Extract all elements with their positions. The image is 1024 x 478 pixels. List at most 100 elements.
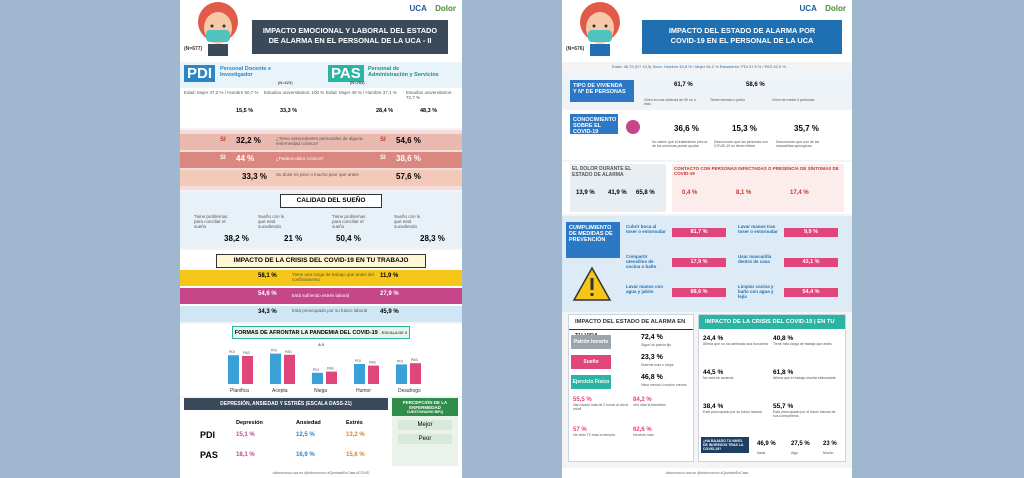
poster-title: IMPACTO DEL ESTADO DE ALARMA POR COVID-19… (642, 20, 842, 54)
poster-header: UCA Dolor IMPACTO DEL ESTADO DE ALARMA P… (562, 0, 852, 62)
health-row: SI 44 % ¿Padece dolor crónico? SI 38,6 % (180, 152, 462, 168)
pdi-age: Edad: Mujer 47,2 % / Hombre 50,7 % (184, 90, 259, 95)
prevention-text: Lavar manos tras toser o estornudar (738, 224, 778, 234)
work-section: IMPACTO DE LA CRISIS DEL COVID-19 | EN T… (698, 314, 846, 462)
pdi-housing-1: 15,5 % (236, 108, 254, 114)
coping-section: FORMAS DE AFRONTAR LA PANDEMIA DEL COVID… (180, 324, 462, 396)
coping-bar-pdi (270, 353, 281, 384)
sleep-pas-a: 50,4 % (336, 234, 361, 243)
work-row: 58,1 % Tiene una carga de trabajo que an… (180, 270, 462, 286)
work-item: 38,4 % Está preocupado por su futuro lab… (703, 403, 769, 433)
life-value: 23,3 % (641, 354, 663, 361)
health-section: SI 32,2 % ¿Tiene antecedentes personales… (180, 130, 462, 190)
life-label: Sueño (571, 355, 611, 369)
pas-n: (N=254) (350, 80, 365, 85)
life-extra: 57 % Ha visto TV más a menudo (573, 427, 629, 455)
work-item: 24,4 % Afirma que no ha cambiado sus fun… (703, 335, 769, 365)
pdi-studies: Estudios universitarios: 100 % (264, 90, 325, 95)
work-item-value: 38,4 % (703, 403, 724, 410)
coping-series-label: PDI (355, 359, 361, 363)
coping-series-label: PAS (243, 351, 250, 355)
life-extra: 62,6 % Ha leído más (633, 427, 689, 455)
work-item-text: Afirma que el trabajo resulta estimulant… (773, 376, 836, 380)
prevention-item: Limpiar cocina y baño con agua y lejía 5… (738, 282, 842, 308)
bipq-better: Mejor (398, 420, 452, 430)
pas-housing-2: 48,3 % (420, 108, 438, 114)
coping-category-label: Planifica (230, 388, 249, 394)
coping-category-label: Desahogo (398, 388, 421, 394)
dass-row-pdi: PDI (200, 430, 216, 440)
bipq-panel: PERCEPCIÓN DE LA ENFERMEDAD CUESTIONARIO … (392, 398, 458, 466)
life-extra-value: 84,2 % (633, 397, 652, 403)
life-extra-value: 57 % (573, 427, 587, 433)
health-row: SI 32,2 % ¿Tiene antecedentes personales… (180, 134, 462, 150)
work-row: 54,6 % Está sufriendo estrés laboral 27,… (180, 288, 462, 304)
pdi-code: PDI (184, 65, 216, 82)
coping-category-label: Humor (356, 388, 371, 394)
logos: UCA Dolor (410, 4, 456, 13)
prevention-item: Compartir utensilios de cocina o baño 17… (626, 252, 730, 278)
life-extra: 84,2 % Ven más la televisión (633, 397, 689, 425)
knowledge-section: CONOCIMIENTO SOBRE EL COVID-19 36,6 % 15… (562, 110, 852, 160)
work-item: 61,8 % Afirma que el trabajo resulta est… (773, 369, 839, 399)
coping-category-label: Acepta (272, 388, 288, 394)
work-item-value: 24,4 % (703, 335, 724, 342)
work-impact-title: IMPACTO DE LA CRISIS DEL COVID-19 EN TU … (216, 254, 426, 268)
prevention-value: 9,9 % (784, 228, 838, 237)
sleep-pdi-a: 38,2 % (224, 234, 249, 243)
life-label: Ejercicio Físico (571, 375, 611, 389)
life-section: IMPACTO DEL ESTADO DE ALARMA EN TU VIDA … (568, 314, 694, 462)
life-text: Hace menos o mucho menos (641, 383, 687, 387)
sleep-label-a: Tiene problemas para conciliar el sueño (194, 214, 228, 229)
prevention-item: Lavar manos con agua y jabón 88,6 % (626, 282, 730, 308)
coping-title: FORMAS DE AFRONTAR LA PANDEMIA DEL COVID… (232, 326, 410, 347)
dass-title: DEPRESIÓN, ANSIEDAD Y ESTRÉS (ESCALA DAS… (184, 398, 388, 410)
footer: dolorcronico.uca.es @dolorcronico #Queda… (562, 468, 852, 478)
logos: UCA Dolor (799, 4, 846, 13)
work-item-text: Afirma que no ha cambiado sus funciones (703, 342, 769, 346)
sleep-section: CALIDAD DEL SUEÑO Tiene problemas para c… (180, 192, 462, 248)
prevention-value: 54,4 % (784, 288, 838, 297)
life-extra-text: Han usado más de 2 horas al día el móvil (573, 403, 629, 411)
coping-bar-pas (368, 365, 379, 384)
life-row: Sueño 23,3 % Duerme más o mejor (571, 353, 689, 371)
life-title: IMPACTO DEL ESTADO DE ALARMA EN TU VIDA (569, 315, 693, 339)
work-item-text: Está preocupado por su futuro laboral (703, 410, 762, 414)
prevention-item: Cubrir boca al toser o estornudar 81,7 % (626, 222, 730, 248)
work-item: 40,8 % Tiene más carga de trabajo que an… (773, 335, 839, 365)
dass-col-anxiety: Ansiedad (296, 420, 321, 426)
work-item-value: 40,8 % (773, 335, 794, 342)
demographics: Edad: 48,75 (DT 10,5) Sexo: Hombre 45,8 … (612, 64, 786, 69)
prevention-value: 17,9 % (672, 258, 726, 267)
coping-series-label: PDI (397, 359, 403, 363)
coping-bar-pdi (312, 372, 323, 384)
dolor-logo: Dolor (435, 4, 456, 13)
income-question: ¿HA BAJADO TU NIVEL DE INGRESOS TRAS LA … (701, 437, 749, 453)
coping-bar-pas (284, 354, 295, 384)
work-row: 34,3 % Está preocupado por su futuro lab… (180, 306, 462, 322)
coping-series-label: PDI (229, 350, 235, 354)
sleep-label-b: Sueño con lo que está sucediendo (258, 214, 285, 229)
prevention-text: Limpiar cocina y baño con agua y lejía (738, 284, 774, 299)
life-value: 46,8 % (641, 374, 663, 381)
coping-series-label: PAS (369, 361, 376, 365)
contact-panel: CONTACTO CON PERSONAS INFECTADAS O PRESE… (672, 164, 844, 212)
pain-contact-section: EL DOLOR DURANTE EL ESTADO DE ALARMA 13,… (562, 162, 852, 214)
coping-bar-pdi (228, 355, 239, 384)
prevention-section: CUMPLIMIENTO DE MEDIDAS DE PREVENCIÓN Cu… (562, 216, 852, 312)
housing-section: TIPO DE VIVIENDA Y Nº DE PERSONAS 61,7 % … (562, 74, 852, 108)
pdi-n: (N=423) (278, 80, 293, 85)
work-item-text: Tiene más carga de trabajo que antes (773, 342, 832, 346)
prevention-item: Usar mascarilla dentro de casa 43,1 % (738, 252, 842, 278)
work-impact-section: IMPACTO DE LA CRISIS DEL COVID-19 EN TU … (180, 250, 462, 322)
life-text: Duerme más o mejor (641, 363, 674, 367)
sleep-title: CALIDAD DEL SUEÑO (280, 194, 382, 208)
bipq-worse: Peor (398, 434, 452, 444)
infographic-poster-right: UCA Dolor IMPACTO DEL ESTADO DE ALARMA P… (562, 0, 852, 478)
life-extra-value: 62,6 % (633, 427, 652, 433)
life-row: Patrón horario 72,4 % Sigue un patrón fi… (571, 333, 689, 351)
work-item: 55,7 % Está preocupado por el futuro lab… (773, 403, 839, 433)
prevention-label: CUMPLIMIENTO DE MEDIDAS DE PREVENCIÓN (566, 222, 620, 258)
coping-series-label: PDI (271, 349, 277, 353)
warning-sign-icon (572, 266, 612, 301)
